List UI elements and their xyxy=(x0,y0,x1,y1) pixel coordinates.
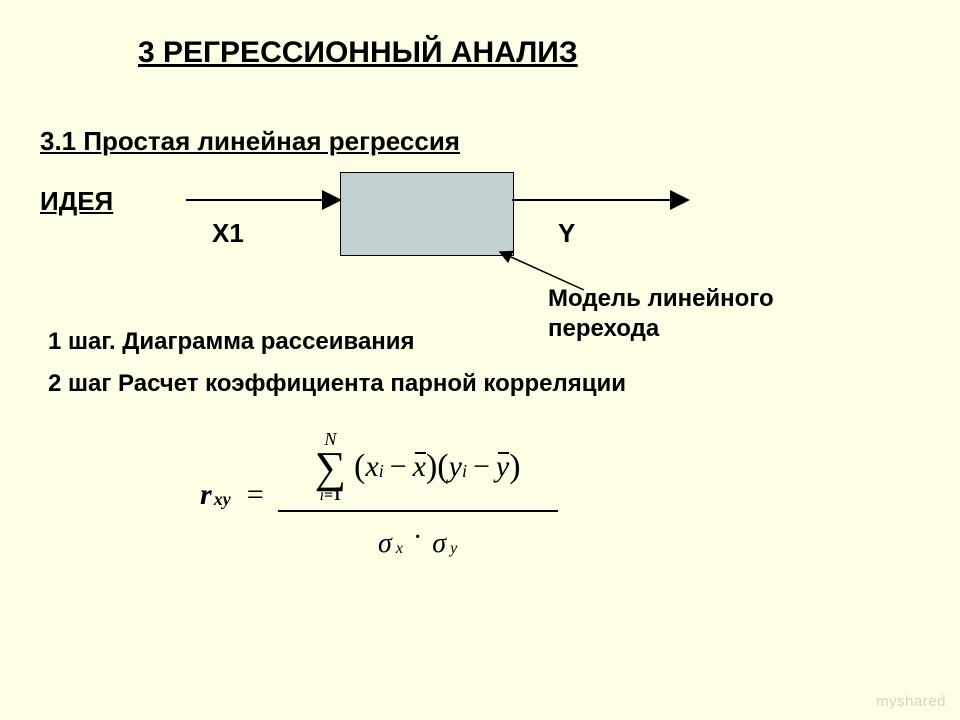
diagram-arrows xyxy=(0,0,960,720)
correlation-formula: r xy = N ∑ i=1 ( x i − x xyxy=(200,430,558,560)
step-2: 2 шаг Расчет коэффициента парной корреля… xyxy=(48,370,626,398)
sigma-symbol: ∑ xyxy=(315,448,346,488)
formula-lhs-sub: xy xyxy=(212,489,231,512)
sum-lower-val: 1 xyxy=(333,487,341,504)
step-1: 1 шаг. Диаграмма рассеивания xyxy=(48,328,415,356)
denom-sub2: y xyxy=(450,540,457,560)
fraction-bar xyxy=(278,510,558,512)
denom-sub1: x xyxy=(396,540,403,560)
model-caption-line2: перехода xyxy=(548,315,659,342)
formula-lhs: r xyxy=(200,478,212,512)
term1-var: x xyxy=(365,450,378,484)
equals-sign: = xyxy=(247,478,264,512)
model-caption-line1: Модель линейного xyxy=(548,285,774,312)
term2-var: y xyxy=(449,450,462,484)
sum-lower-eq: = xyxy=(324,487,333,504)
watermark: myshared xyxy=(876,693,946,710)
term2-mean: y xyxy=(496,450,509,484)
model-caption: Модель линейного перехода xyxy=(548,284,774,344)
denom-sigma1: σ xyxy=(378,528,392,560)
term1-mean: x xyxy=(413,450,426,484)
denom-sigma2: σ xyxy=(432,528,446,560)
